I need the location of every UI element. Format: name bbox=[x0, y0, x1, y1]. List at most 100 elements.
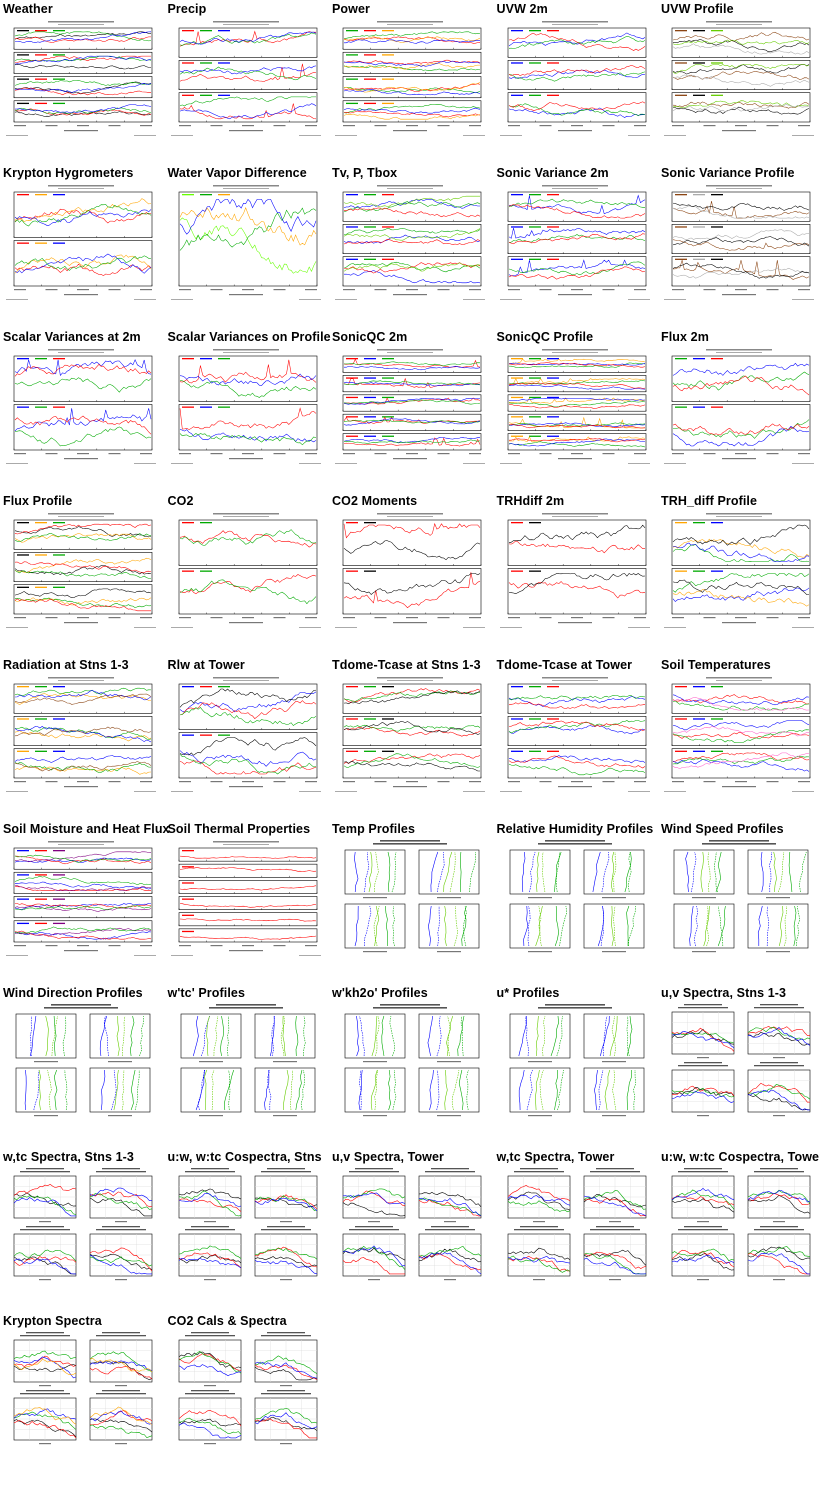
plot-title[interactable]: TRH_diff Profile bbox=[661, 494, 758, 508]
plot-thumbnail[interactable] bbox=[333, 1002, 487, 1122]
plot-tile-trhdiff-2m[interactable]: TRHdiff 2m bbox=[496, 494, 656, 654]
plot-tile-w-tc-spectra-stns-1-3[interactable]: w,tc Spectra, Stns 1-3 bbox=[2, 1150, 162, 1310]
plot-thumbnail[interactable] bbox=[168, 346, 323, 466]
plot-tile-wind-speed-profiles[interactable]: Wind Speed Profiles bbox=[660, 822, 820, 982]
plot-thumbnail[interactable] bbox=[497, 674, 652, 794]
plot-title[interactable]: UVW 2m bbox=[496, 2, 548, 16]
plot-thumbnail[interactable] bbox=[662, 510, 816, 630]
plot-tile-soil-moisture-and-heat-flux[interactable]: Soil Moisture and Heat Flux bbox=[2, 822, 170, 982]
plot-thumbnail[interactable] bbox=[168, 182, 323, 302]
plot-title[interactable]: Power bbox=[332, 2, 371, 16]
plot-thumbnail[interactable] bbox=[168, 674, 323, 794]
plot-title[interactable]: w'tc' Profiles bbox=[167, 986, 246, 1000]
plot-thumbnail[interactable] bbox=[497, 1166, 652, 1286]
plot-thumbnail[interactable] bbox=[333, 18, 487, 138]
plot-thumbnail[interactable] bbox=[4, 674, 158, 794]
plot-tile-relative-humidity-profiles[interactable]: Relative Humidity Profiles bbox=[496, 822, 656, 982]
plot-title[interactable]: w,tc Spectra, Stns 1-3 bbox=[3, 1150, 134, 1164]
plot-thumbnail[interactable] bbox=[662, 182, 816, 302]
plot-thumbnail[interactable] bbox=[333, 838, 487, 958]
plot-tile-soil-temperatures[interactable]: Soil Temperatures bbox=[660, 658, 820, 818]
plot-thumbnail[interactable] bbox=[497, 18, 652, 138]
plot-thumbnail[interactable] bbox=[168, 838, 323, 958]
plot-thumbnail[interactable] bbox=[4, 1166, 158, 1286]
plot-tile-soil-thermal-properties[interactable]: Soil Thermal Properties bbox=[167, 822, 327, 982]
plot-title[interactable]: Sonic Variance Profile bbox=[661, 166, 795, 180]
plot-title[interactable]: Soil Moisture and Heat Flux bbox=[3, 822, 170, 836]
plot-title[interactable]: Temp Profiles bbox=[332, 822, 416, 836]
plot-tile-co2[interactable]: CO2 bbox=[167, 494, 327, 654]
plot-thumbnail[interactable] bbox=[4, 1330, 158, 1450]
plot-tile-co2-moments[interactable]: CO2 Moments bbox=[331, 494, 491, 654]
plot-tile-u-v-spectra-stns-1-3[interactable]: u,v Spectra, Stns 1-3 bbox=[660, 986, 820, 1146]
plot-tile-u-profiles[interactable]: u* Profiles bbox=[496, 986, 656, 1146]
plot-thumbnail[interactable] bbox=[662, 1166, 816, 1286]
plot-tile-temp-profiles[interactable]: Temp Profiles bbox=[331, 822, 491, 982]
plot-tile-krypton-spectra[interactable]: Krypton Spectra bbox=[2, 1314, 162, 1474]
plot-thumbnail[interactable] bbox=[168, 510, 323, 630]
plot-title[interactable]: Soil Thermal Properties bbox=[167, 822, 311, 836]
plot-title[interactable]: Weather bbox=[3, 2, 53, 16]
plot-title[interactable]: CO2 Moments bbox=[332, 494, 418, 508]
plot-thumbnail[interactable] bbox=[168, 18, 323, 138]
plot-title[interactable]: u* Profiles bbox=[496, 986, 560, 1000]
plot-tile-sonicqc-profile[interactable]: SonicQC Profile bbox=[496, 330, 656, 490]
plot-title[interactable]: Relative Humidity Profiles bbox=[496, 822, 654, 836]
plot-thumbnail[interactable] bbox=[333, 674, 487, 794]
plot-tile-water-vapor-difference[interactable]: Water Vapor Difference bbox=[167, 166, 327, 326]
plot-tile-scalar-variances-on-profile[interactable]: Scalar Variances on Profile bbox=[167, 330, 331, 490]
plot-title[interactable]: Tv, P, Tbox bbox=[332, 166, 398, 180]
plot-title[interactable]: Soil Temperatures bbox=[661, 658, 771, 672]
plot-thumbnail[interactable] bbox=[4, 182, 158, 302]
plot-thumbnail[interactable] bbox=[4, 510, 158, 630]
plot-tile-w-tc-profiles[interactable]: w'tc' Profiles bbox=[167, 986, 327, 1146]
plot-tile-uvw-2m[interactable]: UVW 2m bbox=[496, 2, 656, 162]
plot-title[interactable]: Tdome-Tcase at Stns 1-3 bbox=[332, 658, 481, 672]
plot-title[interactable]: Wind Speed Profiles bbox=[661, 822, 784, 836]
plot-tile-sonic-variance-2m[interactable]: Sonic Variance 2m bbox=[496, 166, 656, 326]
plot-title[interactable]: u:w, w:tc Cospectra, Stns bbox=[167, 1150, 322, 1164]
plot-tile-u-w-w-tc-cospectra-tower[interactable]: u:w, w:tc Cospectra, Tower bbox=[660, 1150, 820, 1310]
plot-thumbnail[interactable] bbox=[497, 510, 652, 630]
plot-title[interactable]: Radiation at Stns 1-3 bbox=[3, 658, 129, 672]
plot-tile-w-tc-spectra-tower[interactable]: w,tc Spectra, Tower bbox=[496, 1150, 656, 1310]
plot-title[interactable]: CO2 bbox=[167, 494, 194, 508]
plot-thumbnail[interactable] bbox=[662, 1002, 816, 1122]
plot-thumbnail[interactable] bbox=[497, 838, 652, 958]
plot-title[interactable]: u,v Spectra, Tower bbox=[332, 1150, 445, 1164]
plot-thumbnail[interactable] bbox=[497, 346, 652, 466]
plot-title[interactable]: Tdome-Tcase at Tower bbox=[496, 658, 633, 672]
plot-title[interactable]: u,v Spectra, Stns 1-3 bbox=[661, 986, 787, 1000]
plot-tile-tdome-tcase-at-tower[interactable]: Tdome-Tcase at Tower bbox=[496, 658, 656, 818]
plot-tile-flux-2m[interactable]: Flux 2m bbox=[660, 330, 820, 490]
plot-thumbnail[interactable] bbox=[4, 346, 158, 466]
plot-tile-weather[interactable]: Weather bbox=[2, 2, 162, 162]
plot-tile-rlw-at-tower[interactable]: Rlw at Tower bbox=[167, 658, 327, 818]
plot-title[interactable]: Water Vapor Difference bbox=[167, 166, 307, 180]
plot-tile-trh-diff-profile[interactable]: TRH_diff Profile bbox=[660, 494, 820, 654]
plot-title[interactable]: Scalar Variances on Profile bbox=[167, 330, 331, 344]
plot-thumbnail[interactable] bbox=[662, 838, 816, 958]
plot-thumbnail[interactable] bbox=[333, 1166, 487, 1286]
plot-title[interactable]: SonicQC 2m bbox=[332, 330, 408, 344]
plot-title[interactable]: Wind Direction Profiles bbox=[3, 986, 143, 1000]
plot-tile-sonicqc-2m[interactable]: SonicQC 2m bbox=[331, 330, 491, 490]
plot-thumbnail[interactable] bbox=[168, 1330, 323, 1450]
plot-title[interactable]: Flux Profile bbox=[3, 494, 73, 508]
plot-tile-tv-p-tbox[interactable]: Tv, P, Tbox bbox=[331, 166, 491, 326]
plot-thumbnail[interactable] bbox=[497, 1002, 652, 1122]
plot-title[interactable]: Sonic Variance 2m bbox=[496, 166, 609, 180]
plot-thumbnail[interactable] bbox=[662, 346, 816, 466]
plot-title[interactable]: UVW Profile bbox=[661, 2, 734, 16]
plot-thumbnail[interactable] bbox=[333, 346, 487, 466]
plot-tile-u-v-spectra-tower[interactable]: u,v Spectra, Tower bbox=[331, 1150, 491, 1310]
plot-thumbnail[interactable] bbox=[168, 1002, 323, 1122]
plot-tile-u-w-w-tc-cospectra-stns[interactable]: u:w, w:tc Cospectra, Stns bbox=[167, 1150, 327, 1310]
plot-tile-power[interactable]: Power bbox=[331, 2, 491, 162]
plot-tile-flux-profile[interactable]: Flux Profile bbox=[2, 494, 162, 654]
plot-tile-krypton-hygrometers[interactable]: Krypton Hygrometers bbox=[2, 166, 162, 326]
plot-title[interactable]: Krypton Spectra bbox=[3, 1314, 102, 1328]
plot-title[interactable]: Precip bbox=[167, 2, 207, 16]
plot-title[interactable]: Scalar Variances at 2m bbox=[3, 330, 141, 344]
plot-tile-sonic-variance-profile[interactable]: Sonic Variance Profile bbox=[660, 166, 820, 326]
